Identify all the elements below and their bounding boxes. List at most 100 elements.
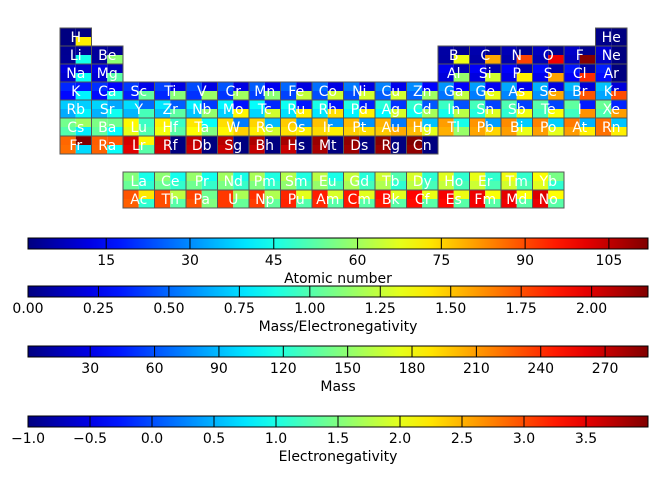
cell-mass-electronegativity	[611, 46, 627, 55]
cell-electronegativity	[548, 91, 564, 100]
cell-mass-electronegativity	[359, 82, 375, 91]
element-cell-Pu: Pu	[280, 189, 313, 209]
cell-electronegativity	[170, 199, 186, 208]
cell-atomic-number	[91, 136, 108, 145]
cell-mass	[406, 181, 423, 190]
colorbar-tick-label: 0.0	[141, 431, 163, 447]
cell-atomic-number	[501, 46, 517, 55]
cell-electronegativity	[296, 109, 312, 118]
cell-atomic-number	[312, 136, 328, 145]
cell-mass-electronegativity	[422, 82, 438, 91]
cell-electronegativity	[75, 127, 92, 136]
cell-mass-electronegativity	[296, 172, 312, 181]
cell-electronegativity	[611, 91, 627, 100]
element-symbol: Pr	[195, 174, 209, 190]
cell-atomic-number	[280, 82, 297, 91]
cell-electronegativity	[233, 145, 249, 154]
cell-mass-electronegativity	[548, 190, 564, 199]
cell-electronegativity	[138, 181, 155, 190]
element-symbol: Xe	[602, 102, 620, 118]
cell-mass-electronegativity	[107, 118, 123, 127]
element-symbol: Si	[479, 66, 492, 82]
cell-atomic-number	[249, 190, 265, 199]
cell-atomic-number	[154, 100, 171, 109]
cell-electronegativity	[579, 55, 596, 64]
cell-mass	[60, 73, 76, 82]
element-symbol: Nb	[192, 102, 211, 118]
cell-atomic-number	[532, 172, 549, 181]
cell-mass	[406, 109, 423, 118]
cell-atomic-number	[469, 100, 486, 109]
cell-mass	[154, 109, 171, 118]
cell-mass	[406, 91, 423, 100]
cell-atomic-number	[375, 190, 391, 199]
cell-mass-electronegativity	[264, 136, 281, 145]
element-cell-Rf: Rf	[154, 135, 187, 155]
element-cell-Pm: Pm	[248, 171, 281, 191]
cell-mass	[60, 145, 76, 154]
cell-mass-electronegativity	[453, 172, 470, 181]
element-cell-Ce: Ce	[154, 171, 187, 191]
cell-mass-electronegativity	[548, 64, 564, 73]
element-symbol: U	[228, 192, 238, 208]
element-cell-Rb: Rb	[59, 99, 92, 119]
cell-mass-electronegativity	[75, 136, 92, 145]
cell-mass	[438, 181, 454, 190]
element-symbol: He	[602, 30, 621, 46]
element-symbol: Np	[255, 192, 274, 208]
cell-mass-electronegativity	[390, 118, 407, 127]
cell-electronegativity	[485, 199, 501, 208]
cell-electronegativity	[264, 127, 281, 136]
element-cell-K: K	[59, 81, 92, 101]
element-cell-Sn: Sn	[469, 99, 502, 119]
element-symbol: W	[226, 120, 240, 136]
element-symbol: Eu	[319, 174, 337, 190]
cell-mass-electronegativity	[390, 136, 407, 145]
cell-atomic-number	[249, 82, 265, 91]
cell-atomic-number	[123, 82, 139, 91]
element-cell-Pd: Pd	[343, 99, 376, 119]
cell-electronegativity	[422, 181, 438, 190]
element-symbol: I	[578, 102, 582, 118]
element-symbol: Sb	[508, 102, 526, 118]
cell-electronegativity	[75, 55, 92, 64]
cell-electronegativity	[264, 109, 281, 118]
cell-electronegativity	[75, 145, 92, 154]
cell-electronegativity	[485, 73, 501, 82]
element-symbol: Ar	[604, 66, 620, 82]
element-cell-Db: Db	[185, 135, 218, 155]
cell-electronegativity	[485, 109, 501, 118]
cell-atomic-number	[343, 172, 360, 181]
colorbar-tick-label: 180	[399, 361, 426, 377]
colorbar-tick-label: 0.00	[12, 301, 43, 317]
cell-mass	[154, 145, 171, 154]
element-symbol: Ac	[130, 192, 147, 208]
cell-mass	[186, 181, 202, 190]
element-symbol: Ta	[193, 120, 209, 136]
element-symbol: Ga	[444, 84, 463, 100]
cell-electronegativity	[201, 199, 218, 208]
element-cell-Mg: Mg	[91, 63, 124, 83]
element-cell-Be: Be	[91, 45, 124, 65]
cell-atomic-number	[501, 118, 517, 127]
cell-electronegativity	[453, 127, 470, 136]
cell-mass	[91, 127, 108, 136]
element-cell-Cm: Cm	[343, 189, 376, 209]
cell-mass-electronegativity	[453, 190, 470, 199]
cell-mass-electronegativity	[390, 190, 407, 199]
cell-electronegativity	[170, 91, 186, 100]
cell-mass	[217, 109, 234, 118]
cell-mass-electronegativity	[516, 172, 533, 181]
element-cell-Ni: Ni	[343, 81, 376, 101]
cell-electronegativity	[327, 91, 344, 100]
colorbar-tick-label: −0.5	[73, 431, 107, 447]
cell-electronegativity	[390, 127, 407, 136]
cell-mass-electronegativity	[611, 100, 627, 109]
cell-atomic-number	[564, 82, 580, 91]
cell-mass	[469, 73, 486, 82]
cell-electronegativity	[296, 181, 312, 190]
cell-mass-electronegativity	[233, 82, 249, 91]
cell-mass	[312, 109, 328, 118]
cell-electronegativity	[296, 145, 312, 154]
cell-mass-electronegativity	[75, 28, 92, 37]
